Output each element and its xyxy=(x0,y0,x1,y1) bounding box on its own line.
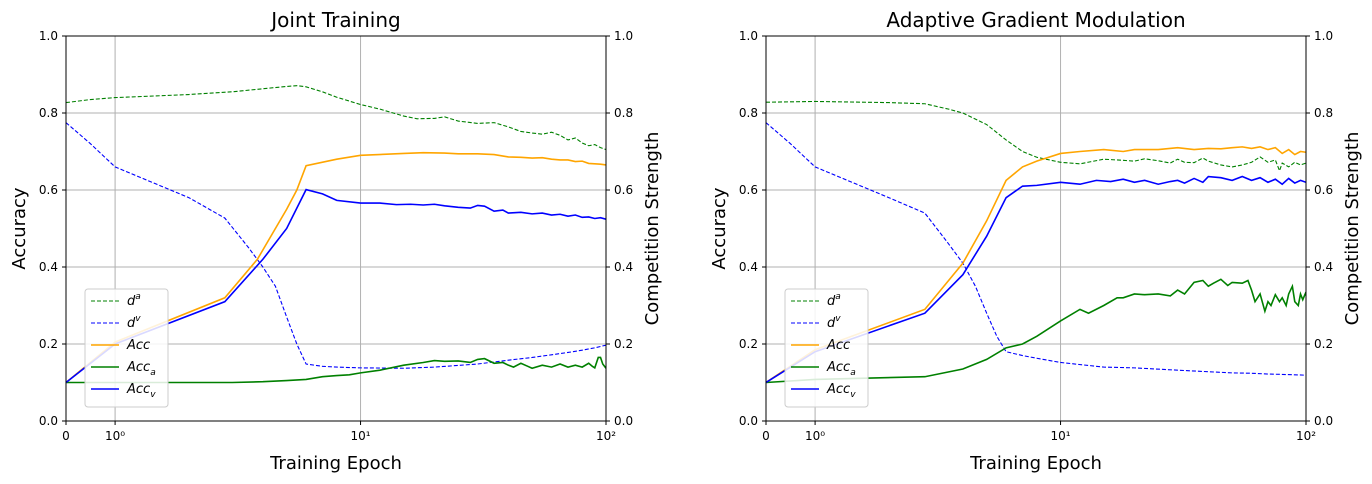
legend-label: Acc xyxy=(826,338,850,353)
series-line-acc-v xyxy=(766,175,1306,384)
legend-label: Acca xyxy=(826,360,856,378)
legend-label: da xyxy=(827,292,841,309)
series-line-d-v xyxy=(766,122,1306,376)
x-tick-label: 10¹ xyxy=(350,429,370,443)
plot-frame xyxy=(765,35,1307,422)
series-line-acc-a xyxy=(766,278,1306,384)
chart-title: Joint Training xyxy=(269,8,400,32)
y-axis-label-left: Accuracy xyxy=(709,187,730,270)
legend-label: Accv xyxy=(126,382,156,400)
legend-label: Accv xyxy=(826,382,856,400)
x-tick-label: 10² xyxy=(596,429,616,443)
y-tick-label-left: 0.4 xyxy=(739,260,758,274)
y-tick-label-left: 1.0 xyxy=(739,29,758,43)
y-axis-label-left: Accuracy xyxy=(9,187,30,270)
y-tick-label-left: 0.6 xyxy=(39,183,58,197)
series-line-d-v xyxy=(66,122,606,369)
series-line-d-a xyxy=(66,85,606,151)
series-line-acc-v xyxy=(66,188,606,384)
x-tick-label: 10¹ xyxy=(1050,429,1070,443)
series-line-d-a xyxy=(766,100,1306,173)
legend-label: dv xyxy=(127,314,141,331)
legend-label: dv xyxy=(827,314,841,331)
x-tick-label: 0 xyxy=(62,429,70,443)
y-tick-label-left: 0.0 xyxy=(739,414,758,428)
y-tick-label-left: 1.0 xyxy=(39,29,58,43)
y-tick-label-right: 0.6 xyxy=(614,183,633,197)
x-tick-label: 10⁰ xyxy=(105,429,125,443)
y-tick-label-left: 0.8 xyxy=(39,106,58,120)
legend: da dv Acc Acca Accv xyxy=(84,288,169,408)
legend-label: Acc xyxy=(126,338,150,353)
y-tick-label-right: 0.8 xyxy=(1314,106,1333,120)
legend: da dv Acc Acca Accv xyxy=(784,288,869,408)
y-tick-label-left: 0.2 xyxy=(39,337,58,351)
chart-joint-training: 0.0 0.0 0.2 0.2 0.4 0.4 0.6 0.6 0.8 0.8 1.0 1.0 0 10⁰… xyxy=(9,8,663,474)
y-tick-label-left: 0.6 xyxy=(739,183,758,197)
y-tick-label-left: 0.4 xyxy=(39,260,58,274)
y-tick-label-left: 0.2 xyxy=(739,337,758,351)
legend-label: da xyxy=(127,292,141,309)
y-tick-label-right: 0.4 xyxy=(1314,260,1333,274)
y-tick-label-right: 0.2 xyxy=(614,337,633,351)
plot-frame xyxy=(65,35,607,422)
series-line-acc xyxy=(766,146,1306,384)
y-tick-label-right: 0.6 xyxy=(1314,183,1333,197)
x-axis-label: Training Epoch xyxy=(269,453,402,474)
series-line-acc xyxy=(66,151,606,384)
y-tick-label-right: 0.0 xyxy=(614,414,633,428)
series-line-acc-a xyxy=(66,356,606,384)
y-tick-label-left: 0.0 xyxy=(39,414,58,428)
y-tick-label-right: 1.0 xyxy=(1314,29,1333,43)
y-axis-label-right: Competition Strength xyxy=(642,132,663,326)
x-tick-label: 0 xyxy=(762,429,770,443)
x-tick-label: 10⁰ xyxy=(805,429,825,443)
y-tick-label-right: 0.4 xyxy=(614,260,633,274)
x-axis-label: Training Epoch xyxy=(969,453,1102,474)
y-tick-label-left: 0.8 xyxy=(739,106,758,120)
y-tick-label-right: 0.8 xyxy=(614,106,633,120)
y-tick-label-right: 0.2 xyxy=(1314,337,1333,351)
chart-title: Adaptive Gradient Modulation xyxy=(886,8,1185,32)
y-tick-label-right: 0.0 xyxy=(1314,414,1333,428)
legend-box xyxy=(84,288,169,408)
y-axis-label-right: Competition Strength xyxy=(1342,132,1363,326)
chart-adaptive-gradient-modulation: 0.0 0.0 0.2 0.2 0.4 0.4 0.6 0.6 0.8 0.8 1.0 1.0 0 10⁰… xyxy=(709,8,1363,474)
legend-label: Acca xyxy=(126,360,156,378)
legend-box xyxy=(784,288,869,408)
x-tick-label: 10² xyxy=(1296,429,1316,443)
y-tick-label-right: 1.0 xyxy=(614,29,633,43)
